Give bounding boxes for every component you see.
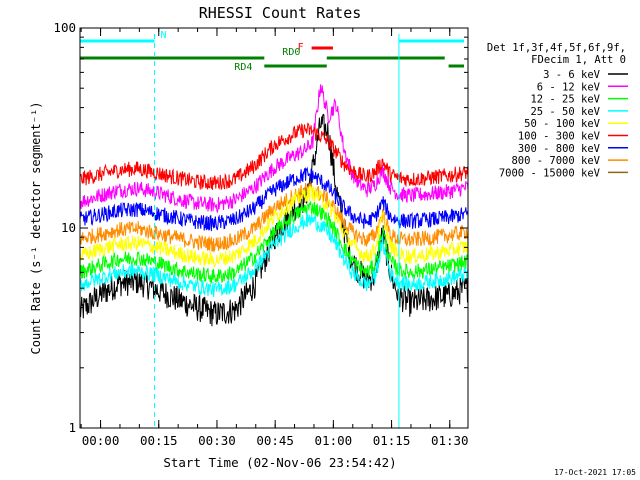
legend-entry-label: 7000 - 15000 keV	[499, 167, 601, 179]
legend-entry-label: 300 - 800 keV	[518, 143, 601, 155]
axis-group: 00:00 00:15 00:30 00:45 01:00 01:15 01:30 1 10 10…	[53, 20, 468, 448]
y-axis-label: Count Rate (s⁻¹ detector segment⁻¹)	[29, 102, 43, 355]
footer-timestamp: 17-Oct-2021 17:05	[554, 468, 636, 477]
y-tick-label: 1	[68, 420, 76, 435]
y-tick-label: 100	[53, 20, 76, 35]
x-tick-label: 00:30	[198, 433, 236, 448]
legend-entry-label: 100 - 300 keV	[518, 131, 601, 143]
series-line-25-50-kev	[79, 213, 469, 298]
flag-label-n: N	[160, 30, 166, 41]
x-tick-label: 01:15	[373, 433, 411, 448]
legend-entry-label: 6 - 12 keV	[537, 81, 601, 93]
x-tick-label: 00:00	[82, 433, 120, 448]
series-group	[79, 84, 469, 327]
legend-entry-label: 12 - 25 keV	[530, 94, 600, 106]
x-tick-label: 01:00	[315, 433, 353, 448]
legend-entry-label: 25 - 50 keV	[530, 106, 600, 118]
series-line-100-300-kev	[79, 122, 469, 190]
flag-label-f: F	[298, 42, 304, 53]
legend-header-line: FDecim 1, Att 0	[531, 54, 626, 66]
series-line-50-100-kev	[79, 186, 469, 269]
legend-header-line: Det 1f,3f,4f,5f,6f,9f,	[487, 42, 626, 54]
series-line-12-25-kev	[79, 201, 469, 284]
flag-label-rd4: RD4	[234, 62, 252, 73]
y-tick-label: 10	[61, 220, 76, 235]
x-axis-label: Start Time (02-Nov-06 23:54:42)	[163, 455, 396, 470]
series-line-300-800-kev	[79, 166, 469, 232]
legend: Det 1f,3f,4f,5f,6f,9f,FDecim 1, Att 0 3 -…	[487, 42, 628, 179]
flag-label-rd0: RD0	[282, 47, 300, 58]
x-tick-label: 00:15	[140, 433, 178, 448]
x-tick-label: 01:30	[431, 433, 469, 448]
x-tick-label: 00:45	[256, 433, 294, 448]
legend-entry-label: 50 - 100 keV	[524, 118, 601, 130]
chart-title: RHESSI Count Rates	[199, 4, 362, 22]
series-line-800-7000-kev	[79, 182, 469, 253]
legend-entry-label: 3 - 6 keV	[543, 69, 601, 81]
legend-entry-label: 800 - 7000 keV	[511, 155, 600, 167]
series-line-6-12-kev	[79, 84, 469, 214]
